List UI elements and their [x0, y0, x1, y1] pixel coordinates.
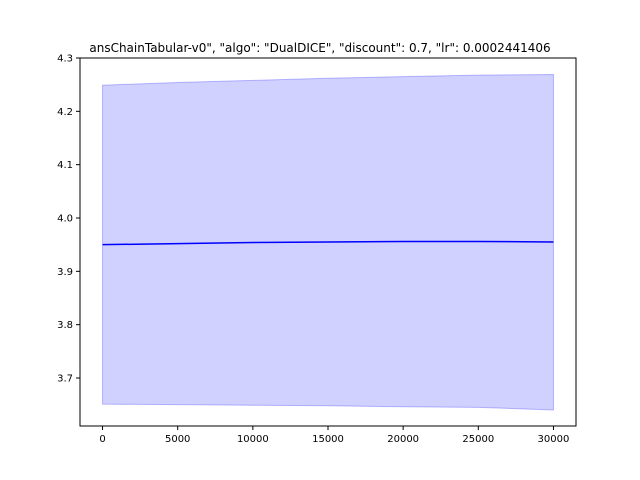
chart-title: ansChainTabular-v0", "algo": "DualDICE",… — [89, 41, 550, 55]
x-tick-label: 30000 — [538, 434, 570, 445]
y-axis: 3.7 3.8 3.9 4.0 4.1 4.2 4.3 — [57, 54, 80, 385]
y-tick-label: 4.2 — [57, 107, 73, 118]
y-tick-label: 3.7 — [57, 374, 73, 385]
x-axis: 0 5000 10000 15000 20000 25000 30000 — [99, 426, 569, 445]
y-tick-label: 4.3 — [57, 54, 73, 65]
series-line-0 — [102, 240, 554, 246]
x-tick-label: 25000 — [462, 434, 494, 445]
x-tick-label: 0 — [99, 434, 105, 445]
y-tick-label: 3.9 — [57, 267, 73, 278]
x-tick-label: 15000 — [312, 434, 344, 445]
y-tick-label: 3.8 — [57, 320, 73, 331]
x-tick-label: 5000 — [165, 434, 190, 445]
x-tick-label: 20000 — [387, 434, 419, 445]
plot-area — [102, 74, 554, 411]
axes-frame — [79, 57, 577, 427]
x-tick-label: 10000 — [237, 434, 269, 445]
y-tick-label: 4.0 — [57, 214, 73, 225]
y-tick-label: 4.1 — [57, 160, 73, 171]
